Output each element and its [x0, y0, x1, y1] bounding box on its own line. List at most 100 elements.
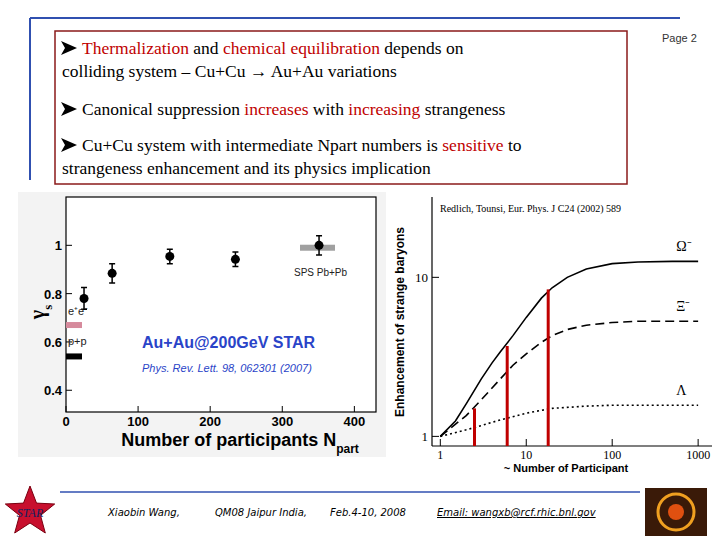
marker-line: [506, 346, 509, 446]
data-point: [80, 294, 89, 303]
bullet-run: with: [308, 99, 348, 119]
data-point: [165, 252, 174, 261]
bullet-arrow: [61, 41, 77, 55]
x-tick-label: 100: [127, 414, 149, 429]
chart-background: [18, 192, 386, 457]
bullet-arrow: [61, 102, 77, 116]
qm-logo: [658, 494, 694, 530]
x-tick-label: 300: [271, 414, 293, 429]
bullet-run: to: [504, 135, 522, 155]
x-tick: [526, 439, 527, 446]
slide: Page 2 Thermalization and chemical equili…: [0, 0, 720, 540]
x-tick: [210, 406, 211, 412]
marker-line: [547, 289, 550, 446]
x-label: Number of participants Npart: [121, 430, 359, 456]
x-tick: [612, 439, 613, 446]
bullet-run: strangeness enhancement and its physics …: [62, 158, 431, 178]
x-tick-label: 0: [62, 414, 69, 429]
template-line: [60, 491, 640, 493]
bullet-run: Thermalization: [82, 38, 189, 58]
template-line: [30, 17, 680, 19]
x-tick-label: 100: [603, 448, 621, 462]
marks: [66, 236, 335, 360]
star-logo: [5, 486, 54, 533]
bullet-box: [55, 31, 627, 184]
y-tick-label: 10: [415, 270, 428, 285]
bullet-line: colliding system – Cu+Cu → Au+Au variati…: [62, 61, 397, 81]
x-tick: [282, 406, 283, 412]
bullet-run: increasing: [348, 99, 420, 119]
y-axis: [431, 197, 432, 446]
x-label: ~ Number of Participant: [504, 462, 629, 474]
y-label: γs: [26, 305, 55, 320]
data-point: [315, 241, 324, 250]
curve: [440, 261, 698, 436]
y-tick: [66, 390, 72, 391]
x-tick-label: 400: [344, 414, 366, 429]
bullet-run: Cu+Cu system with intermediate Npart num…: [82, 135, 442, 155]
footer-date: Feb.4-10, 2008: [330, 507, 406, 518]
x-label-main: Number of participants N: [121, 430, 336, 450]
marks: [440, 261, 698, 446]
x-tick-label: 1000: [686, 448, 710, 462]
bullet-run: depends on: [380, 38, 464, 58]
annotation: Phys. Rev. Lett. 98, 062301 (2007): [142, 362, 312, 374]
x-tick-label: 200: [199, 414, 221, 429]
logo-text: STAR: [17, 506, 44, 520]
y-tick-label: 1: [55, 238, 62, 253]
data-point: [108, 269, 117, 278]
reference-label: SPS Pb+Pb: [294, 267, 348, 278]
curve-label: Ω⁻: [676, 239, 691, 254]
chart-title: Redlich, Tounsi, Eur. Phys. J C24 (2002)…: [440, 203, 621, 215]
y-tick: [66, 245, 72, 246]
bullet-arrow: [61, 138, 77, 152]
x-tick: [440, 439, 441, 446]
x-tick: [354, 406, 355, 412]
reference-label: e⁺e⁻: [68, 305, 88, 317]
y-label-sub: s: [40, 305, 55, 310]
bullet-line: strangeness enhancement and its physics …: [62, 158, 431, 178]
bullet-line: Canonical suppression increases with inc…: [82, 99, 506, 119]
x-tick: [66, 406, 67, 412]
bullet-run: chemical equilibration: [223, 38, 380, 58]
qm-logo: [668, 504, 684, 520]
footer-author: Xiaobin Wang,: [107, 507, 180, 518]
y-tick: [432, 436, 439, 437]
y-tick-label: 0.4: [44, 383, 63, 398]
bullet-run: strangeness: [420, 99, 505, 119]
reference-bar: [66, 353, 82, 359]
x-tick-label: 10: [520, 448, 532, 462]
curve-label: Ξ⁻: [676, 299, 690, 314]
y-tick: [432, 277, 439, 278]
page-number: Page 2: [662, 32, 697, 44]
qm-logo: [645, 488, 707, 536]
curve: [440, 405, 698, 436]
reference-bar: [66, 322, 82, 328]
y-label-main: γ: [26, 309, 49, 320]
plot-frame: [66, 197, 376, 412]
background: [0, 0, 720, 540]
bullet-line: Thermalization and chemical equilibratio…: [82, 38, 464, 58]
data-point: [231, 255, 240, 264]
bullet-run: Canonical suppression: [82, 99, 244, 119]
y-label: Enhancement of strange baryons: [393, 227, 407, 417]
annotation: Au+Au@200GeV STAR: [142, 334, 316, 351]
bullet-run: and: [189, 38, 223, 58]
y-tick-label: 0.8: [44, 287, 62, 302]
x-label-sub: part: [336, 442, 359, 456]
marker-line: [473, 408, 476, 446]
plot-area: [66, 197, 376, 412]
bullet-run: colliding system – Cu+Cu → Au+Au variati…: [62, 61, 397, 81]
y-tick-label: 1: [422, 429, 429, 444]
footer-email: Email: wangxb@rcf.rhic.bnl.gov: [437, 507, 597, 518]
curve-label: Λ: [676, 383, 687, 398]
x-tick-label: 1: [437, 448, 443, 462]
bullet-run: sensitive: [442, 135, 503, 155]
curve: [440, 321, 698, 436]
x-tick: [138, 406, 139, 412]
y-tick-label: 0.6: [44, 335, 62, 350]
reference-label: p+p: [68, 335, 87, 347]
bullet-line: Cu+Cu system with intermediate Npart num…: [82, 135, 522, 155]
footer-conference: QM08 Jaipur India,: [215, 507, 307, 518]
bullet-run: increases: [244, 99, 308, 119]
